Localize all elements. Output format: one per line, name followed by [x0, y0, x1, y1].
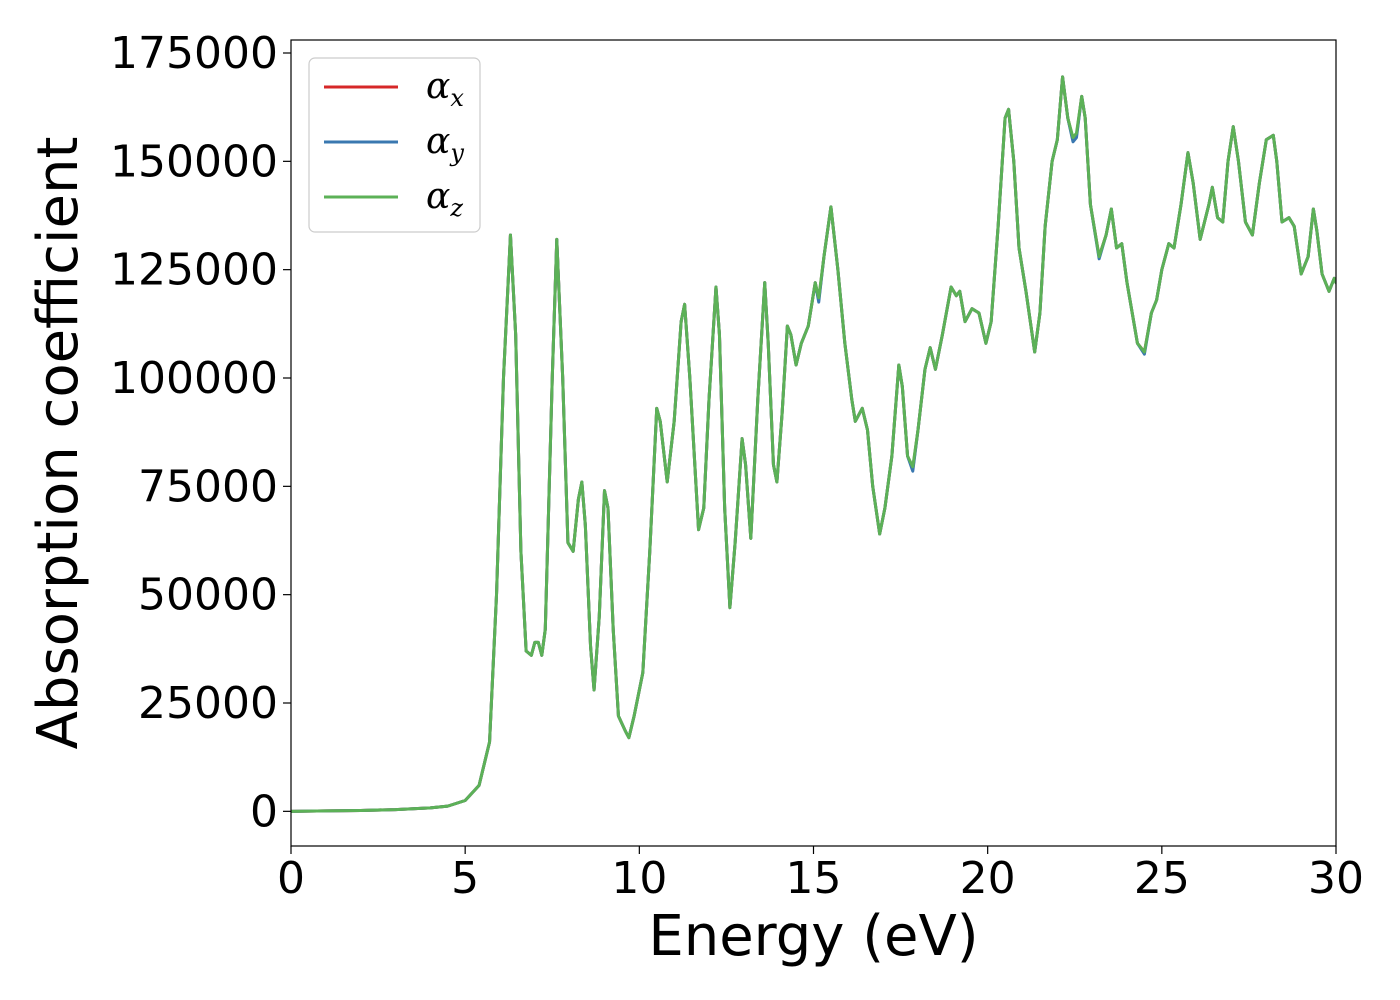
- x-tick-label: 30: [1308, 853, 1364, 904]
- x-tick-label: 25: [1134, 853, 1190, 904]
- y-axis-title: Absorption coefficient: [26, 137, 91, 750]
- y-tick-label: 0: [250, 786, 278, 837]
- x-tick-label: 15: [786, 853, 842, 904]
- x-tick-label: 5: [451, 853, 479, 904]
- series-line-z: [291, 75, 1336, 813]
- x-tick-label: 0: [277, 853, 305, 904]
- legend-label-z: αz: [426, 176, 463, 222]
- y-tick-label: 175000: [110, 28, 278, 79]
- x-axis: 0 5 10 15 20 25 30: [277, 846, 1364, 904]
- legend-label-y: αy: [426, 121, 464, 167]
- y-tick-label: 150000: [110, 136, 278, 187]
- legend-label-x: αx: [426, 66, 464, 112]
- legend: αx αy αz: [308, 57, 481, 233]
- y-tick-label: 25000: [138, 678, 278, 729]
- y-tick-label: 125000: [110, 245, 278, 296]
- x-axis-title: Energy (eV): [648, 904, 978, 969]
- legend-frame: [308, 57, 481, 233]
- y-tick-label: 50000: [138, 570, 278, 621]
- y-tick-label: 100000: [110, 353, 278, 404]
- x-tick-label: 10: [611, 853, 667, 904]
- y-axis: 0 25000 50000 75000 100000 125000 150000 175000: [110, 28, 291, 837]
- x-tick-label: 20: [960, 853, 1016, 904]
- series-layer: [291, 75, 1336, 813]
- y-tick-label: 75000: [138, 461, 278, 512]
